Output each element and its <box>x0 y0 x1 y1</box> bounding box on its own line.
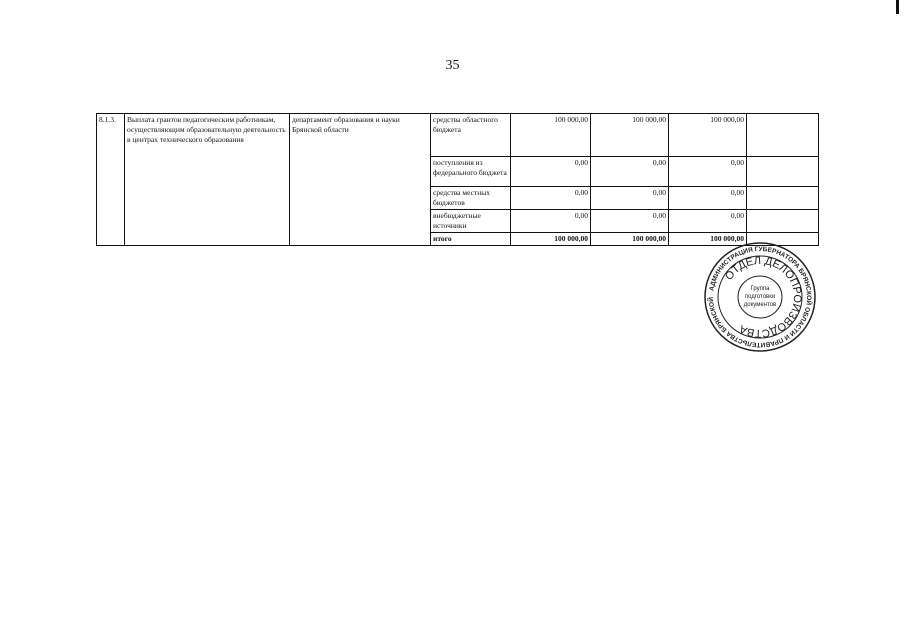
funding-source-cell: средства областного бюджета <box>430 113 511 157</box>
scan-mark <box>896 0 899 14</box>
table-row: итого 100 000,00 100 000,00 100 000,00 <box>97 232 819 246</box>
amount-cell: 0,00 <box>590 156 669 187</box>
activity-cell: Выплата грантов педагогическим работника… <box>124 113 290 246</box>
empty-cell <box>746 209 819 233</box>
amount-cell: 0,00 <box>668 209 747 233</box>
amount-cell: 100 000,00 <box>590 113 669 157</box>
empty-cell <box>746 156 819 187</box>
empty-cell <box>746 113 819 157</box>
table-row: средства местных бюджетов 0,00 0,00 0,00 <box>97 186 819 210</box>
amount-cell: 100 000,00 <box>510 113 591 157</box>
amount-cell: 0,00 <box>510 186 591 210</box>
official-stamp: АДМИНИСТРАЦИЯ ГУБЕРНАТОРА БРЯНСКОЙ ОБЛАС… <box>703 241 816 352</box>
table-row: внебюджетные источники 0,00 0,00 0,00 <box>97 209 819 233</box>
row-number-cell: 8.1.3. <box>96 113 125 246</box>
amount-cell: 0,00 <box>668 156 747 187</box>
amount-cell: 0,00 <box>510 209 591 233</box>
amount-cell: 100 000,00 <box>668 113 747 157</box>
funding-source-cell: средства местных бюджетов <box>430 186 511 210</box>
funding-source-cell: поступления из федерального бюджета <box>430 156 511 187</box>
svg-text:документов: документов <box>744 302 776 308</box>
page-number: 35 <box>445 58 460 73</box>
table-row: 8.1.3. Выплата грантов педагогическим раб… <box>96 113 819 246</box>
amount-cell: 100 000,00 <box>590 232 669 246</box>
svg-text:подготовки: подготовки <box>745 294 775 300</box>
table-row: поступления из федерального бюджета 0,00 0… <box>97 156 819 187</box>
svg-text:Группа: Группа <box>750 286 770 292</box>
funding-source-cell: итого <box>430 232 511 246</box>
amount-cell: 0,00 <box>590 186 669 210</box>
funding-source-cell: внебюджетные источники <box>430 209 511 233</box>
amount-cell: 100 000,00 <box>510 232 591 246</box>
budget-table: 8.1.3. Выплата грантов педагогическим раб… <box>96 113 819 246</box>
empty-cell <box>746 186 819 210</box>
amount-cell: 0,00 <box>590 209 669 233</box>
amount-cell: 100 000,00 <box>668 232 747 246</box>
executor-cell: департамент образования и науки Брянской… <box>289 113 431 246</box>
amount-cell: 0,00 <box>510 156 591 187</box>
amount-cell: 0,00 <box>668 186 747 210</box>
